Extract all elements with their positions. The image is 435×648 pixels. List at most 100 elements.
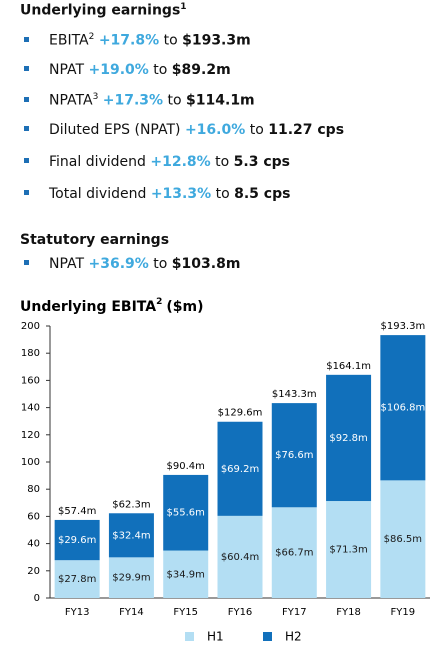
item-change: +16.0% (184, 122, 246, 138)
value-label: $71.3m (329, 545, 367, 556)
title-text: Statutory earnings (20, 232, 170, 248)
value-label: $60.4m (221, 552, 259, 563)
bar-segment (380, 480, 426, 598)
item-label: EBITA (49, 32, 89, 49)
section-title: Underlying earnings1 (20, 2, 187, 19)
legend-swatch (263, 632, 272, 641)
item-change: +17.3% (102, 92, 164, 109)
y-tick-label: 160 (21, 375, 40, 386)
x-tick-label: FY19 (391, 607, 416, 618)
section-title: Statutory earnings (20, 232, 169, 248)
item-change: +36.9% (88, 256, 149, 272)
value-label: $76.6m (275, 450, 313, 461)
value-label: $92.8m (329, 433, 367, 444)
item-to: to (249, 122, 264, 138)
item-value: $114.1m (186, 92, 255, 109)
bar-segment (326, 501, 372, 598)
item-change: +17.8% (98, 32, 160, 49)
y-tick-label: 140 (21, 403, 40, 414)
legend-label: H2 (285, 630, 302, 644)
value-label: $34.9m (167, 569, 205, 580)
item-label: NPAT (49, 62, 85, 78)
total-label: $57.4m (58, 506, 96, 517)
title-sup: 1 (180, 2, 187, 12)
y-tick-label: 200 (21, 321, 40, 332)
value-label: $66.7m (275, 548, 313, 559)
y-tick-label: 80 (27, 484, 40, 495)
value-label: $29.6m (58, 535, 96, 546)
bar-segment (54, 519, 100, 561)
y-tick-label: 40 (27, 539, 40, 550)
y-tick-label: 60 (27, 511, 40, 522)
item-value: 8.5 cps (234, 186, 291, 202)
item-value: 11.27 cps (268, 122, 345, 138)
item-label: Final dividend (49, 154, 146, 170)
bar-segment (271, 507, 317, 598)
bullet-item: NPATA3 +17.3% to $114.1m (20, 92, 255, 109)
y-tick-label: 0 (34, 593, 40, 604)
y-tick-label: 20 (27, 566, 40, 577)
bullet-item: EBITA2 +17.8% to $193.3m (20, 32, 251, 49)
bar-segment (217, 421, 263, 516)
bullet (24, 158, 29, 163)
item-to: to (167, 92, 182, 109)
total-label: $143.3m (272, 389, 317, 400)
value-label: $27.8m (58, 574, 96, 585)
bar-segment (271, 403, 317, 508)
bullet (24, 66, 29, 71)
x-tick-label: FY15 (173, 607, 198, 618)
item-label: Diluted EPS (NPAT) (49, 122, 181, 138)
item-sup: 3 (92, 92, 99, 102)
value-label: $29.9m (112, 573, 150, 584)
x-tick-label: FY16 (228, 607, 253, 618)
item-value: $89.2m (171, 62, 231, 78)
item-sup: 2 (88, 32, 95, 42)
bullet (24, 36, 29, 42)
bar-segment (217, 515, 263, 598)
item-to: to (215, 154, 230, 170)
item-value: $193.3m (182, 32, 251, 49)
total-label: $129.6m (218, 408, 263, 419)
bar-segment (163, 474, 209, 551)
bullet-item: Total dividend +13.3% to 8.5 cps (20, 186, 290, 202)
x-tick-label: FY17 (282, 607, 307, 618)
x-tick-label: FY14 (119, 607, 144, 618)
title-text: Underlying earnings (20, 2, 181, 19)
bar-segment (326, 374, 372, 502)
legend-swatch (185, 632, 194, 641)
bar-segment (108, 513, 154, 558)
total-label: $90.4m (167, 461, 205, 472)
item-value: $103.8m (171, 256, 241, 272)
item-value: 5.3 cps (233, 154, 290, 170)
bullet-item: NPAT +19.0% to $89.2m (20, 62, 231, 78)
bar-segment (108, 557, 154, 598)
item-label: NPAT (49, 256, 85, 272)
item-change: +13.3% (150, 186, 212, 202)
value-label: $69.2m (221, 464, 259, 475)
y-tick-label: 180 (21, 348, 40, 359)
x-tick-label: FY13 (65, 607, 90, 618)
item-change: +19.0% (88, 62, 149, 78)
y-tick-label: 100 (21, 457, 40, 468)
legend-label: H1 (207, 630, 224, 644)
bullet-item: Final dividend +12.8% to 5.3 cps (20, 154, 290, 170)
bullet-item: NPAT +36.9% to $103.8m (20, 256, 240, 272)
value-label: $32.4m (112, 530, 150, 541)
bar-segment (380, 335, 426, 481)
item-change: +12.8% (150, 154, 211, 170)
item-to: to (153, 62, 168, 78)
chart-title: Underlying EBITA2 ($m) (20, 297, 204, 316)
value-label: $106.8m (380, 403, 425, 414)
item-to: to (153, 256, 168, 272)
bar-segment (54, 560, 100, 598)
value-label: $86.5m (384, 534, 422, 545)
y-tick-label: 120 (21, 430, 40, 441)
total-label: $164.1m (326, 361, 371, 372)
bar-segment (163, 550, 209, 598)
item-label: NPATA (49, 92, 93, 109)
item-to: to (163, 32, 178, 49)
bullet (24, 260, 29, 265)
bullet (24, 96, 29, 102)
